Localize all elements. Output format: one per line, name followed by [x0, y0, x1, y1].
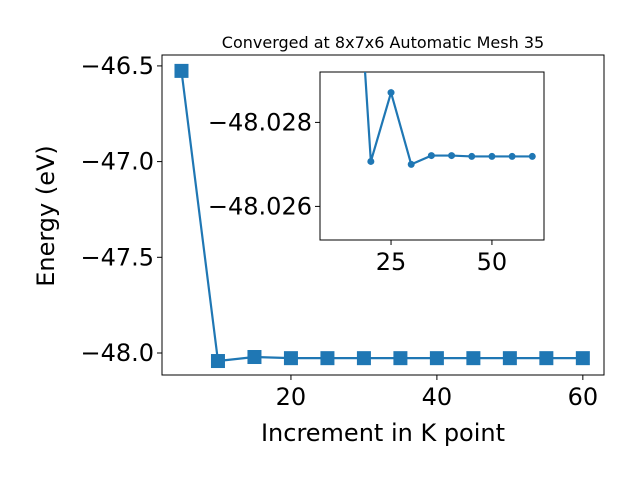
marker	[320, 351, 335, 366]
marker	[575, 351, 590, 366]
y-tick-label: −47.5	[80, 243, 154, 271]
plot-area	[363, 72, 536, 168]
marker	[508, 152, 516, 160]
x-axis-label: Increment in K point	[261, 419, 505, 447]
marker	[356, 351, 371, 366]
marker	[528, 152, 536, 160]
x-tick-label: 50	[477, 248, 508, 276]
marker	[407, 160, 415, 168]
x-tick-label: 20	[276, 383, 307, 411]
marker	[210, 354, 225, 369]
y-tick-label: −48.028	[208, 108, 312, 136]
marker	[247, 350, 262, 365]
x-tick-label: 60	[568, 383, 599, 411]
plot-area	[174, 63, 590, 369]
marker	[502, 351, 517, 366]
marker	[387, 89, 395, 97]
marker	[174, 63, 189, 78]
marker	[448, 152, 456, 160]
marker	[466, 351, 481, 366]
x-tick-label: 40	[422, 383, 453, 411]
marker	[468, 152, 476, 160]
marker	[429, 351, 444, 366]
marker	[367, 157, 375, 165]
marker	[427, 152, 435, 160]
y-tick-label: −46.5	[80, 52, 154, 80]
line	[363, 72, 533, 166]
y-tick-label: −48.026	[208, 192, 312, 220]
marker	[539, 351, 554, 366]
y-tick-label: −47.0	[80, 148, 154, 176]
marker	[488, 152, 496, 160]
y-tick-label: −48.0	[80, 339, 154, 367]
y-axis-label: Energy (eV)	[32, 145, 60, 287]
x-tick-label: 25	[376, 248, 407, 276]
marker	[393, 351, 408, 366]
chart-title: Converged at 8x7x6 Automatic Mesh 35	[222, 33, 544, 52]
marker	[283, 351, 298, 366]
